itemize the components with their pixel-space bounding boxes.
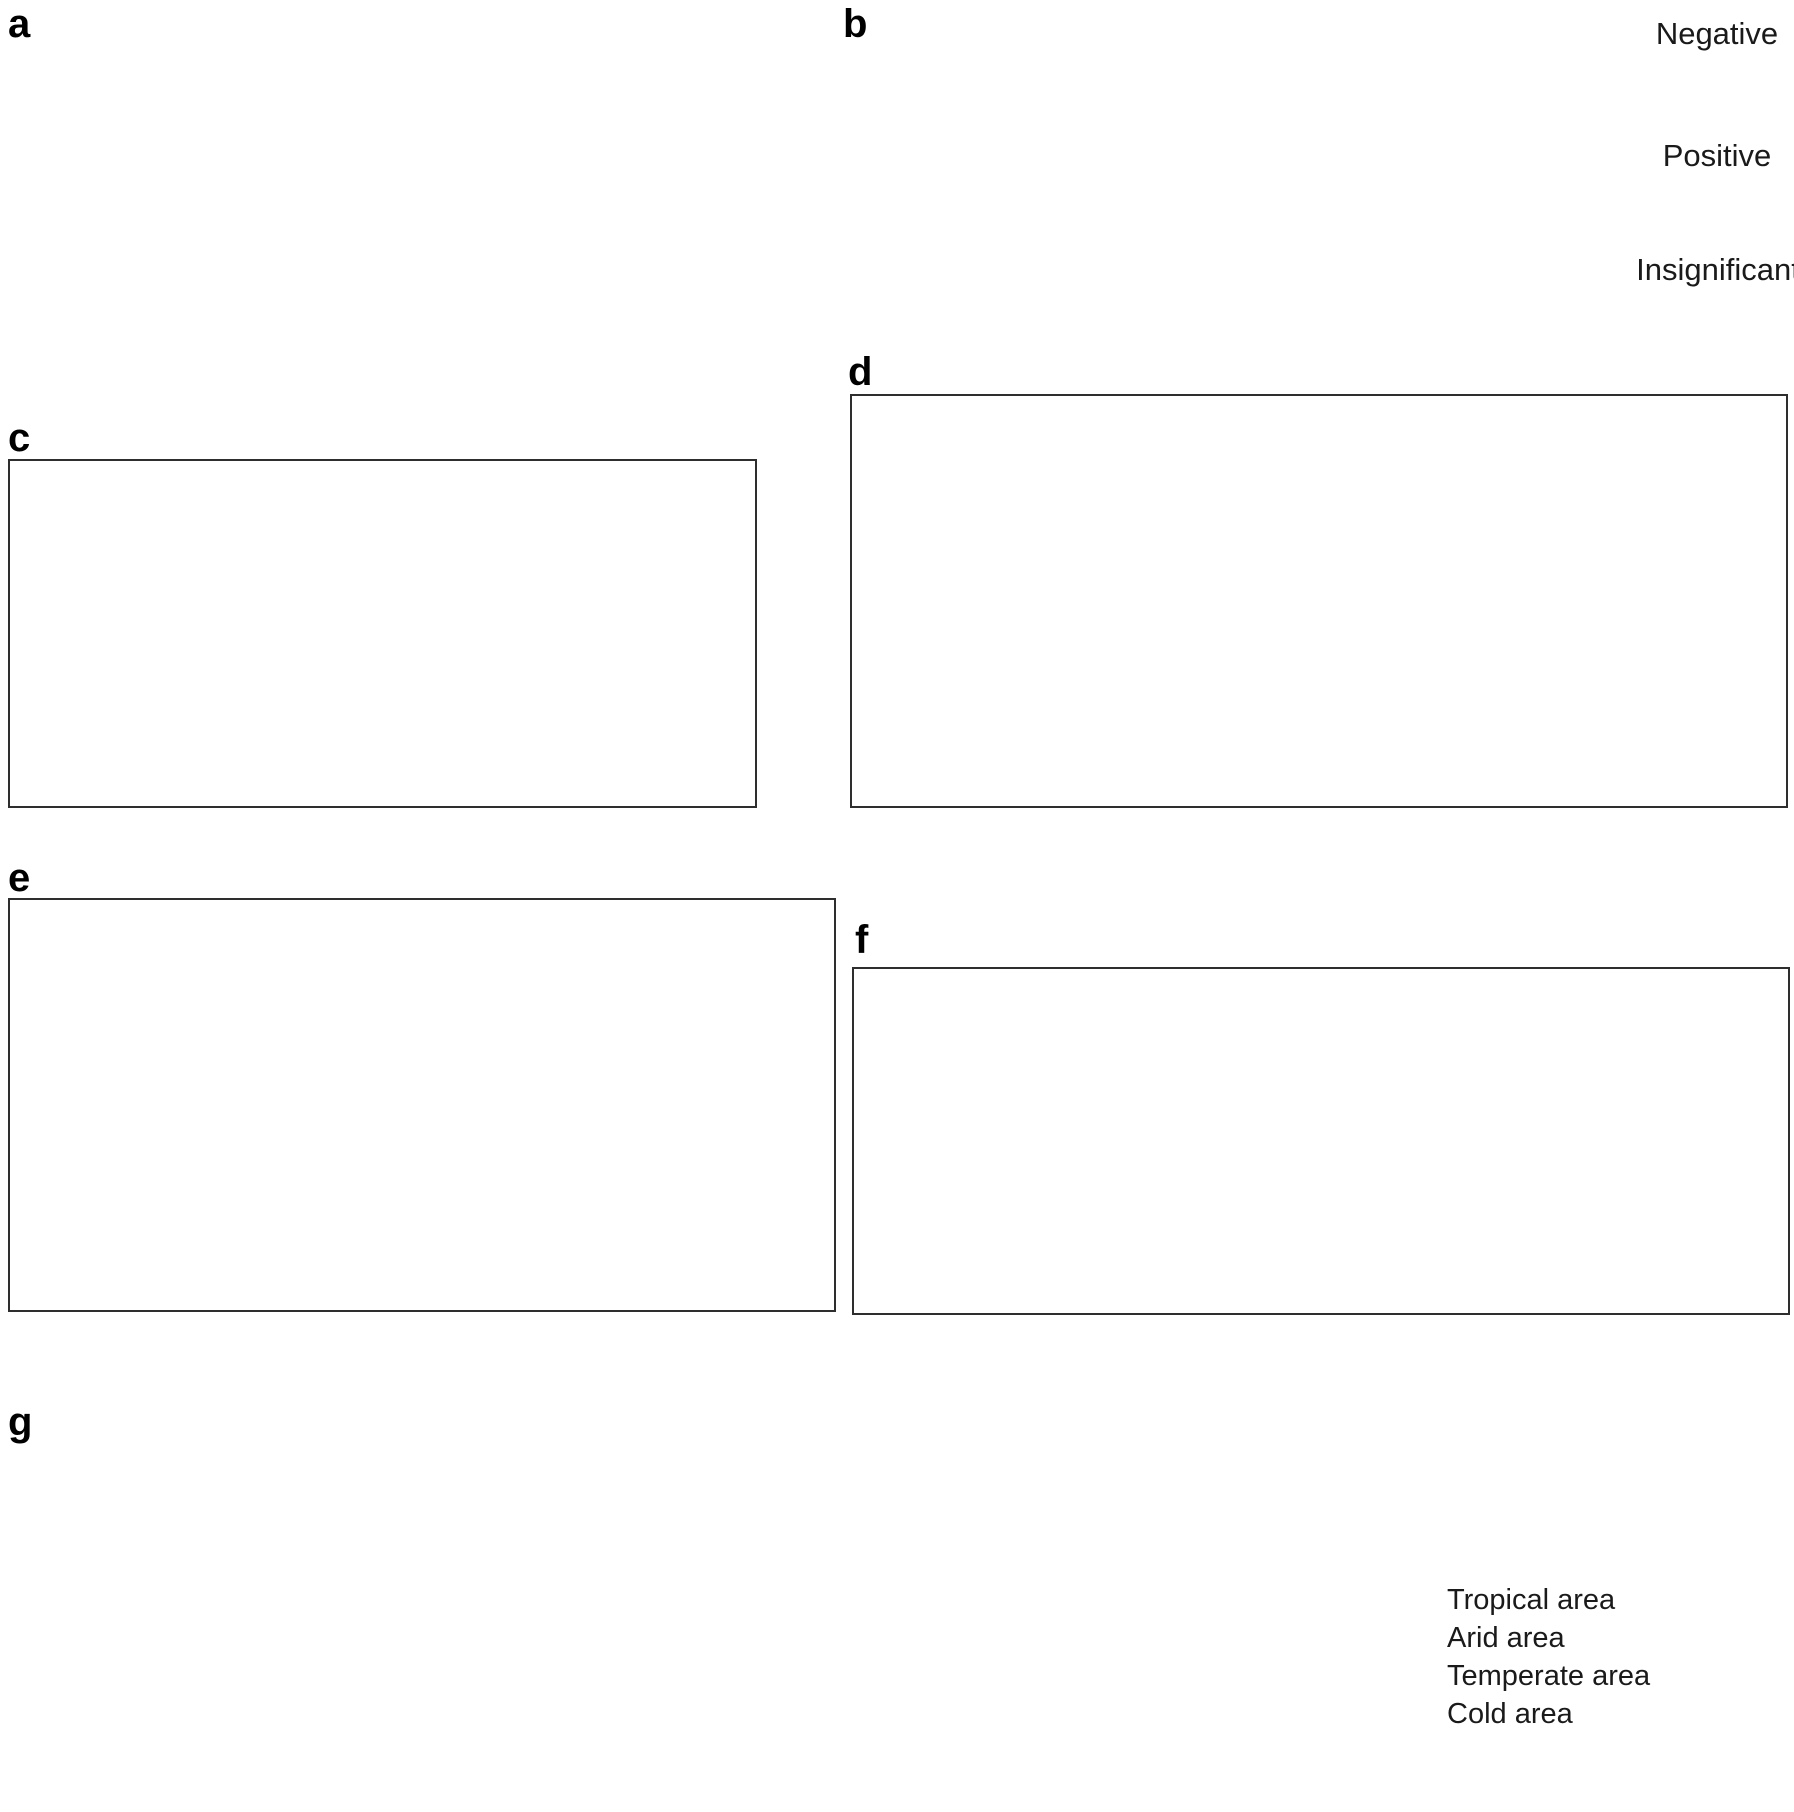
legend-swatch-negative xyxy=(1643,56,1789,96)
panel-label-f: f xyxy=(855,918,869,962)
legend-label-positive: Positive xyxy=(1662,138,1772,173)
map-panel-e xyxy=(8,898,836,1312)
panel-label-g: g xyxy=(8,1400,33,1444)
climate-legend-arid: Arid area xyxy=(1345,1622,1565,1655)
climate-zone-map xyxy=(1345,1428,1641,1574)
stacked-bar-chart-a xyxy=(0,0,800,360)
arid-swatch xyxy=(1345,1622,1431,1655)
climate-legend-tropical: Tropical area xyxy=(1345,1584,1615,1617)
climate-legend-cold: Cold area xyxy=(1345,1698,1573,1731)
tropical-label: Tropical area xyxy=(1447,1584,1616,1616)
inset-histogram-e xyxy=(517,1158,728,1316)
inset-histogram-c xyxy=(538,626,753,810)
panel-label-a: a xyxy=(8,2,31,46)
map-panel-d xyxy=(850,394,1788,808)
map-panel-f xyxy=(852,967,1790,1315)
legend-label-negative: Negative xyxy=(1655,16,1779,51)
panel-label-d: d xyxy=(848,350,873,394)
cold-swatch xyxy=(1345,1698,1431,1731)
mean-ue-bar-chart xyxy=(0,1400,1320,1812)
panel-label-e: e xyxy=(8,856,31,900)
stacked-bar-chart-b xyxy=(830,0,1550,360)
panel-label-b: b xyxy=(843,2,868,46)
inset-histogram-f xyxy=(1415,1156,1630,1316)
panel-label-c: c xyxy=(8,416,31,460)
tropical-swatch xyxy=(1345,1584,1431,1617)
cold-label: Cold area xyxy=(1447,1698,1573,1730)
temperate-swatch xyxy=(1345,1660,1431,1693)
legend-swatch-positive xyxy=(1643,178,1789,218)
legend-swatch-insignificant xyxy=(1643,294,1789,334)
arid-label: Arid area xyxy=(1447,1622,1565,1654)
legend-label-insignificant: Insignificant xyxy=(1636,252,1794,287)
map-panel-c xyxy=(8,459,757,808)
inset-histogram-d xyxy=(1425,648,1640,808)
temperate-label: Temperate area xyxy=(1447,1660,1651,1692)
climate-legend-temperate: Temperate area xyxy=(1345,1660,1650,1693)
